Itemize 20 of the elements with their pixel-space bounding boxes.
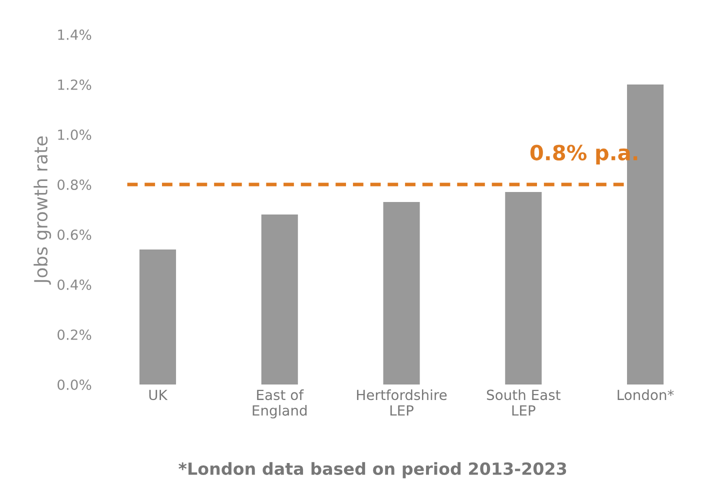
y-tick-label: 0.4% [58, 280, 92, 290]
y-tick-label: 0.6% [58, 229, 92, 240]
y-tick-label: 0.2% [58, 330, 92, 340]
y-tick-label: 0.8% [58, 179, 92, 190]
x-tick-label: East of England [252, 389, 307, 418]
text: *London data based on period 2013-2023 [178, 462, 566, 478]
y-tick-label: 1.0% [58, 129, 92, 140]
ref-line-label: 0.8% p.a. [530, 144, 638, 165]
bar [261, 214, 298, 385]
bar [139, 250, 176, 385]
x-tick-label: Hertfordshire LEP [357, 389, 447, 416]
y-axis-title: Jobs growth rate [34, 136, 52, 285]
x-tick-label: UK [149, 390, 168, 400]
bar [383, 202, 420, 385]
bar [505, 192, 542, 385]
y-tick-label: 1.2% [58, 79, 92, 90]
y-tick-label: 0.0% [58, 380, 92, 390]
x-tick-label: London* [618, 389, 674, 400]
y-tick-label: 1.4% [58, 29, 92, 40]
x-tick-label: South East LEP [486, 389, 560, 416]
